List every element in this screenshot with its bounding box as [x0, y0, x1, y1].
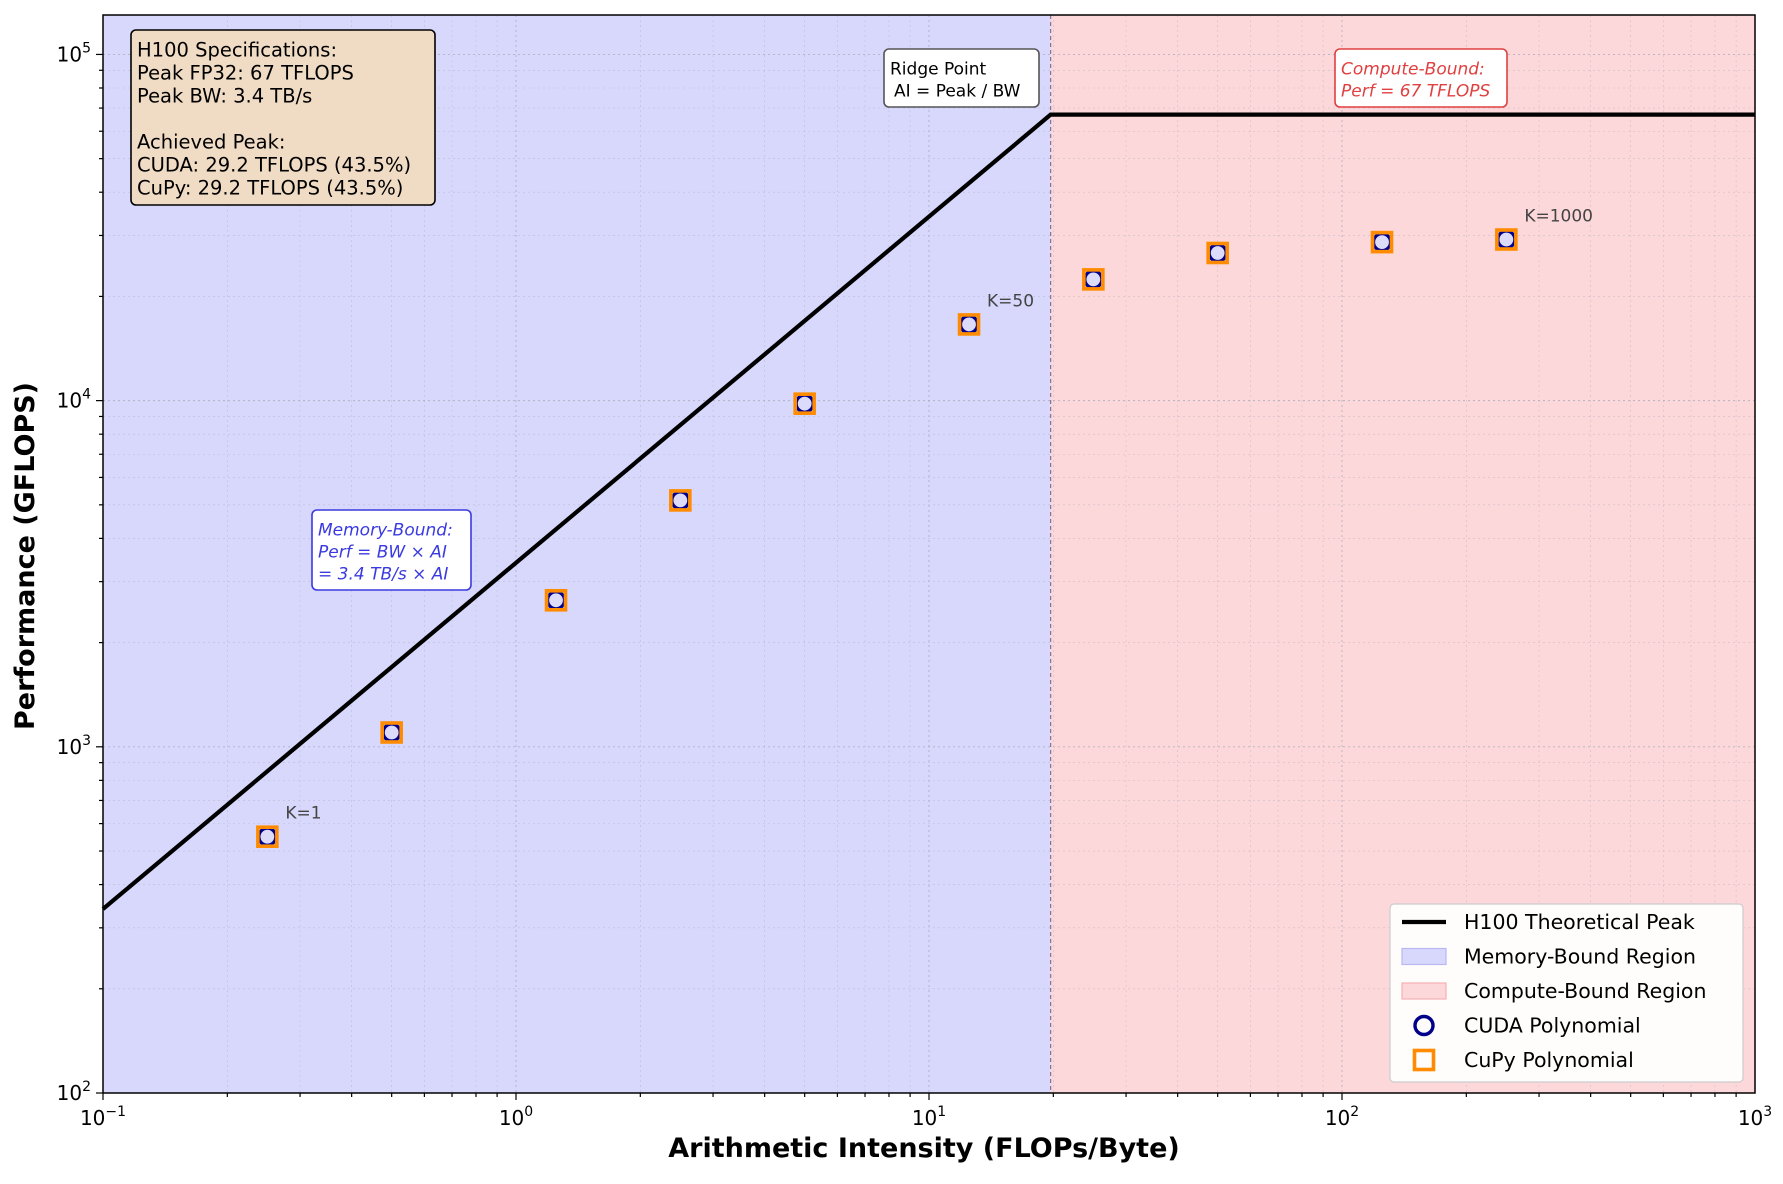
y-tick-label: 105 [57, 40, 91, 66]
ridge-point-annotation-box [883, 48, 1040, 108]
cupy-point [669, 489, 692, 512]
specs-annotation-line: Peak FP32: 67 TFLOPS [137, 61, 354, 84]
legend-patch-swatch [1401, 982, 1447, 1000]
plot-area: K=1 K=50 K=1000 [101, 14, 1756, 1094]
cupy-point [1082, 268, 1105, 291]
cuda-point [1371, 232, 1393, 253]
compute-bound-annotation: Compute-Bound:Perf = 67 TFLOPS [1334, 48, 1508, 108]
specs-annotation-line: H100 Specifications: [137, 38, 337, 61]
specs-annotation-line: Peak BW: 3.4 TB/s [137, 84, 312, 107]
y-tick-label: 102 [57, 1079, 91, 1105]
memory-bound-annotation-line: Memory-Bound: [318, 521, 453, 541]
specs-annotation-line: CuPy: 29.2 TFLOPS (43.5%) [137, 176, 403, 199]
x-tick-label: 101 [912, 1104, 946, 1130]
x-tick-label: 10−1 [80, 1104, 126, 1130]
legend-square-swatch [1412, 1048, 1436, 1072]
legend-label: CuPy Polynomial [1464, 1048, 1634, 1072]
legend-label: CUDA Polynomial [1464, 1014, 1641, 1038]
cuda-point [794, 393, 815, 414]
legend-label: Memory-Bound Region [1464, 945, 1696, 969]
specs-annotation-line: CUDA: 29.2 TFLOPS (43.5%) [137, 153, 411, 176]
cuda-point [1083, 269, 1104, 290]
y-axis-label: Performance (GFLOPS) [10, 382, 41, 730]
legend-box [1389, 903, 1744, 1083]
cuda-point [545, 590, 567, 611]
x-axis-label: Arithmetic Intensity (FLOPs/Byte) [668, 1133, 1180, 1164]
specs-annotation-box [130, 29, 436, 206]
cupy-point [793, 392, 816, 415]
cupy-point [380, 721, 403, 744]
cuda-point [1207, 242, 1228, 264]
k-point-label: K=1000 [1524, 207, 1593, 227]
specs-annotation-line: Achieved Peak: [137, 130, 285, 153]
cupy-point [957, 313, 981, 336]
roofline-line [101, 112, 1755, 911]
legend-label: Compute-Bound Region [1464, 979, 1706, 1003]
ridge-point-annotation-line: Ridge Point [890, 60, 987, 80]
compute-bound-annotation-line: Compute-Bound: [1341, 60, 1485, 80]
compute-bound-annotation-line: Perf = 67 TFLOPS [1341, 82, 1491, 102]
cuda-point [381, 722, 402, 743]
grid-lines [102, 15, 1755, 1094]
cupy-point [1495, 228, 1518, 251]
legend-circle-swatch [1413, 1014, 1435, 1037]
cuda-point [670, 490, 691, 511]
cupy-point [1206, 241, 1229, 265]
y-tick-label: 103 [57, 733, 91, 759]
cuda-point [257, 826, 278, 847]
legend: H100 Theoretical Peak Memory-Bound Region… [1389, 903, 1744, 1083]
memory-bound-annotation: Memory-Bound:Perf = BW × AI= 3.4 TB/s × … [311, 509, 472, 591]
x-tick-label: 103 [1738, 1104, 1772, 1130]
memory-bound-annotation-line: = 3.4 TB/s × AI [318, 565, 448, 585]
x-tick-label: 100 [499, 1104, 533, 1130]
legend-label: H100 Theoretical Peak [1464, 910, 1695, 934]
cuda-point [1496, 229, 1517, 250]
memory-bound-annotation-line: Perf = BW × AI [318, 543, 447, 563]
cupy-point [256, 825, 279, 848]
compute-bound-annotation-box [1334, 48, 1508, 108]
memory-bound-annotation-box [311, 509, 472, 591]
legend-patch-swatch [1401, 947, 1447, 966]
axis-ticks: 10−1 100 101 102 103 102 103 104 105 [57, 40, 1773, 1130]
cupy-point [1370, 230, 1394, 254]
x-tick-label: 102 [1325, 1104, 1359, 1130]
cupy-point [544, 588, 568, 612]
cuda-point [958, 314, 980, 335]
ridge-point-annotation-line: AI = Peak / BW [894, 82, 1021, 102]
k-point-label: K=1 [285, 804, 321, 824]
specs-annotation: H100 Specifications:Peak FP32: 67 TFLOPS… [130, 29, 436, 206]
y-tick-label: 104 [57, 387, 91, 413]
k-point-label: K=50 [987, 291, 1034, 311]
